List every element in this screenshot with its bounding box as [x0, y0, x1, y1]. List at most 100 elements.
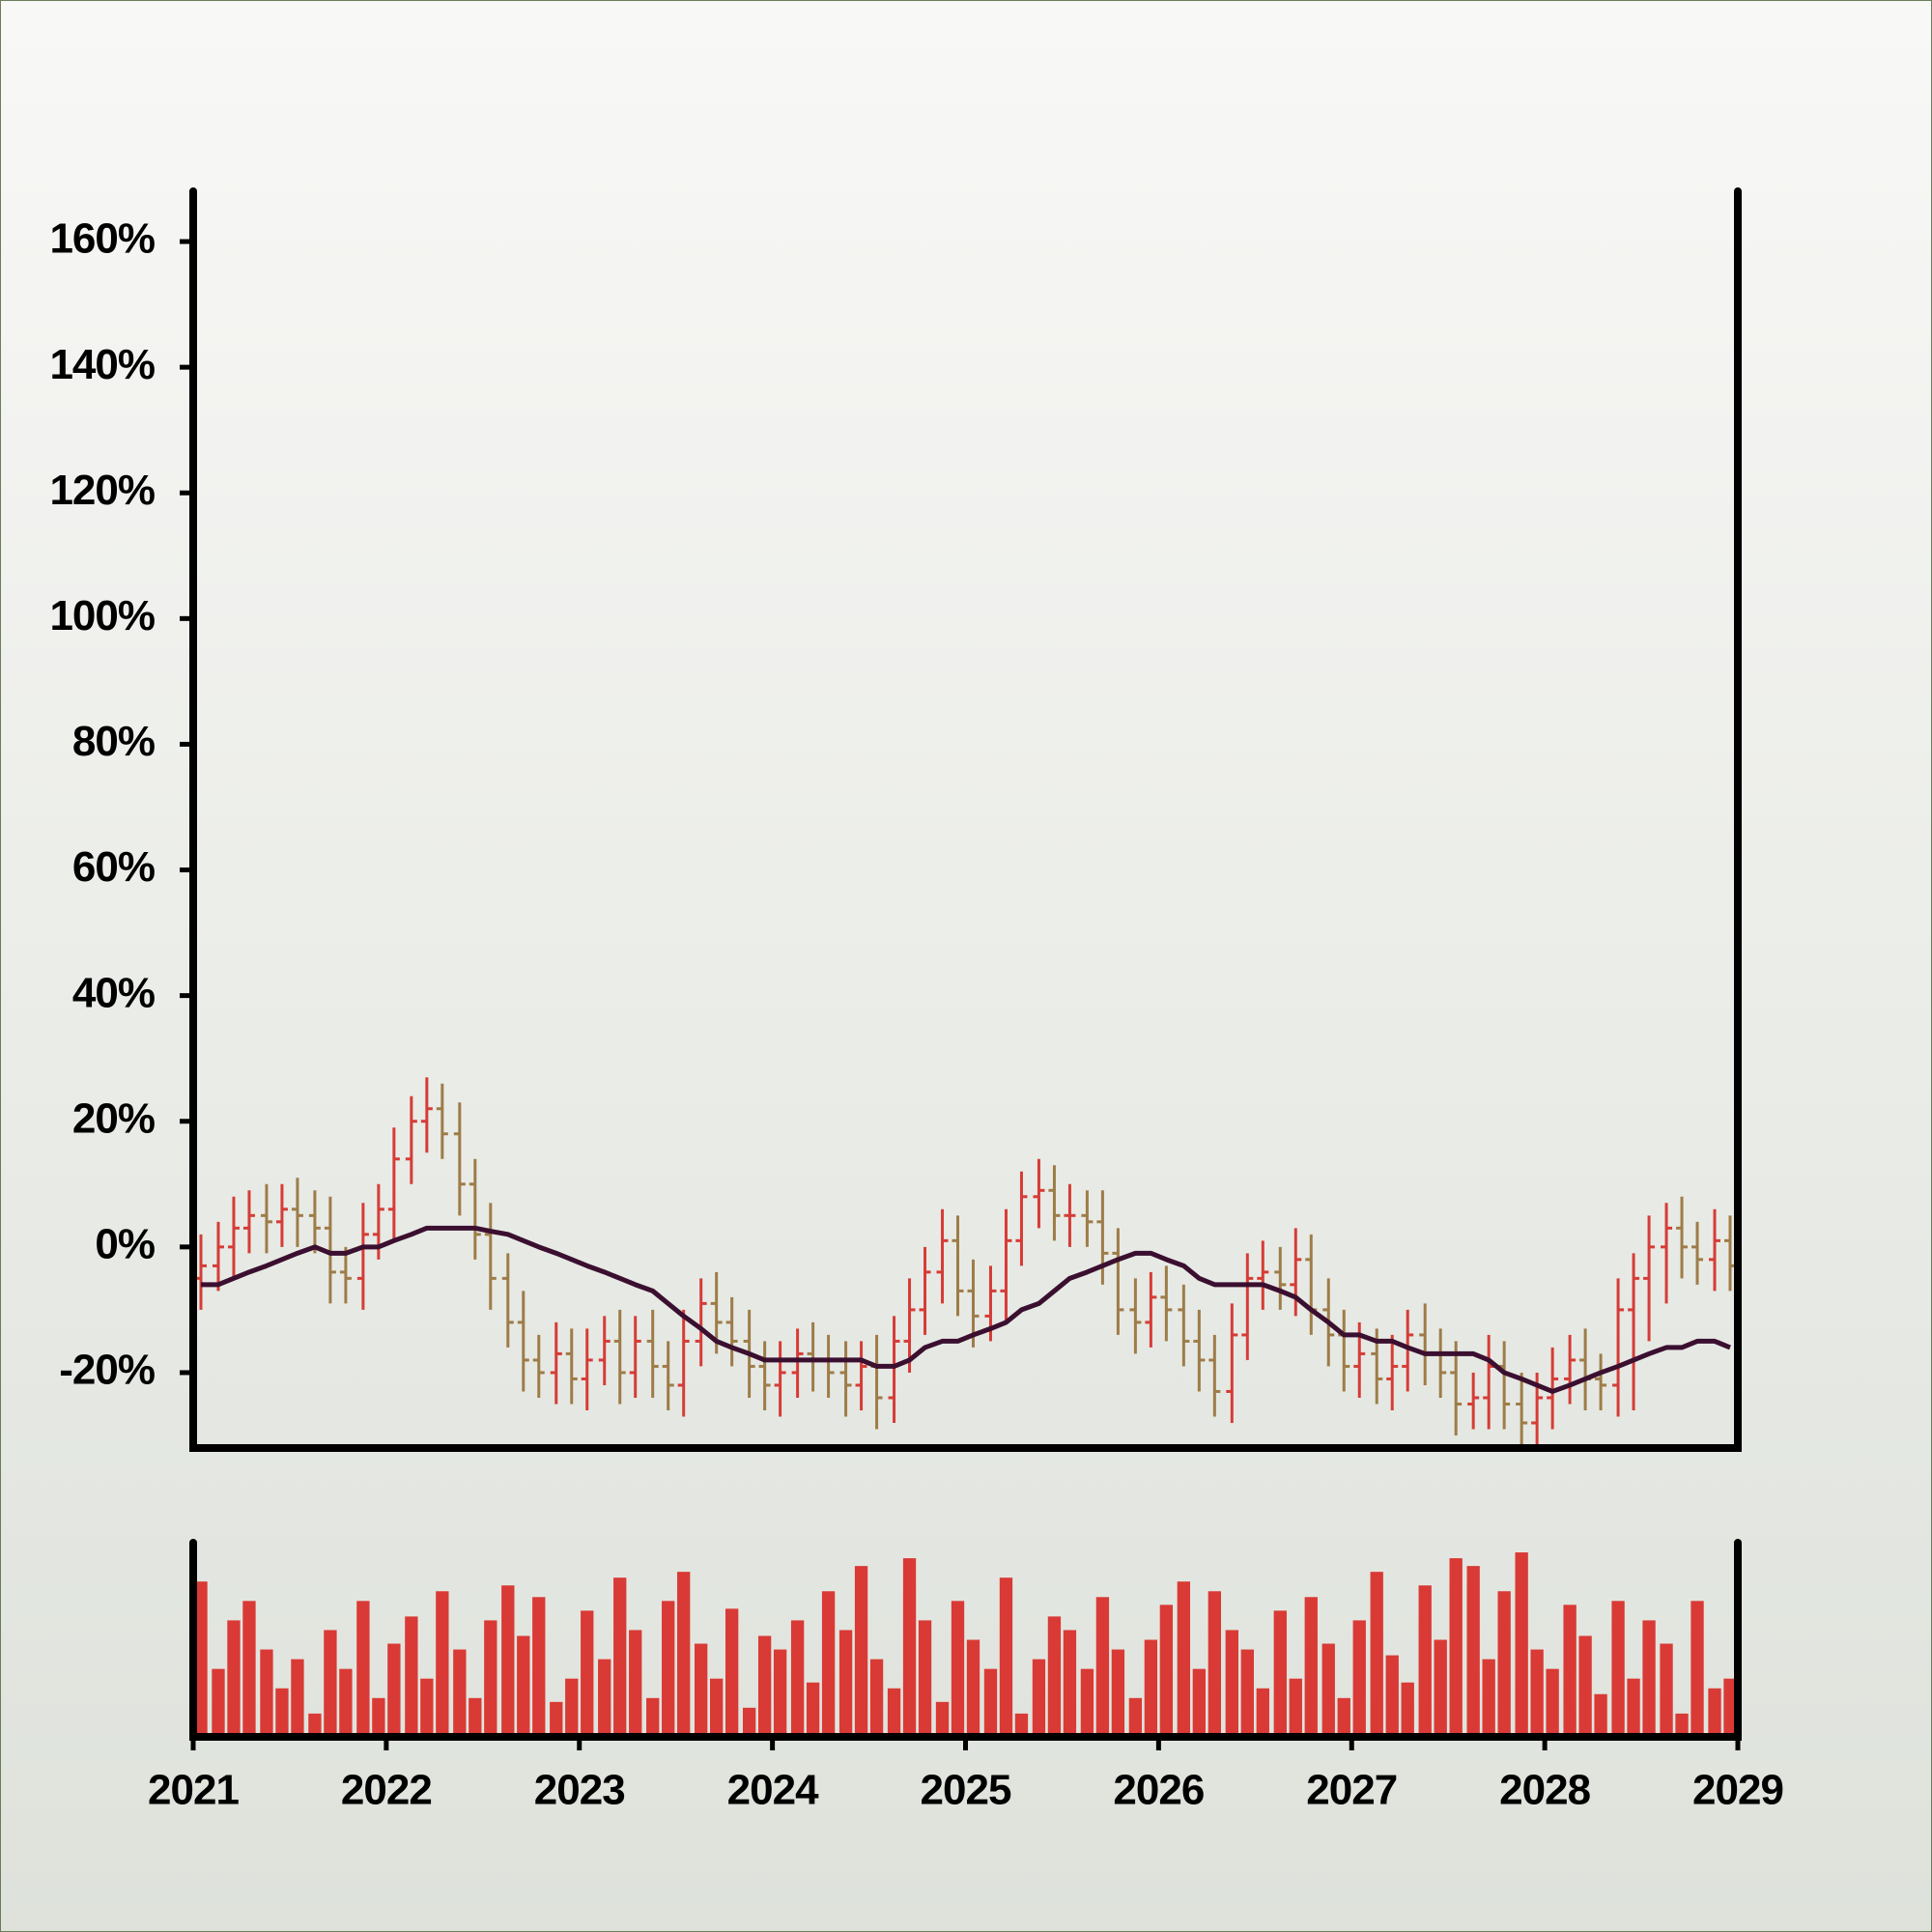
price-plot: [194, 1077, 1737, 1448]
volume-bar: [1466, 1566, 1480, 1737]
x-tick-label: 2023: [534, 1767, 625, 1814]
volume-bar: [983, 1668, 998, 1737]
volume-bar: [453, 1649, 467, 1737]
volume-bar: [308, 1713, 322, 1737]
volume-bar: [1660, 1643, 1673, 1737]
volume-bar: [1304, 1597, 1318, 1737]
volume-bar: [1627, 1678, 1640, 1737]
volume-bar: [1321, 1643, 1335, 1737]
volume-bar: [1434, 1639, 1447, 1737]
volume-bar: [550, 1701, 563, 1737]
volume-bar: [1128, 1697, 1143, 1737]
y-tick-label: 80%: [72, 718, 155, 765]
y-tick-label: 140%: [49, 341, 155, 388]
volume-bar: [405, 1616, 418, 1737]
y-tick-label: 0%: [95, 1220, 155, 1267]
volume-bar: [1449, 1558, 1463, 1737]
volume-bar: [935, 1701, 950, 1737]
x-tick-label: 2022: [341, 1767, 432, 1814]
x-tick-label: 2028: [1499, 1767, 1590, 1814]
volume-bar: [372, 1697, 385, 1737]
y-tick-label: 100%: [49, 592, 155, 639]
volume-bar: [724, 1608, 739, 1737]
volume-bar: [1482, 1659, 1495, 1737]
volume-bar: [1159, 1605, 1174, 1737]
volume-bar: [194, 1581, 208, 1737]
volume-bar: [242, 1601, 256, 1737]
volume-bar: [613, 1577, 627, 1737]
volume-bar: [1111, 1649, 1125, 1737]
x-tick-label: 2025: [921, 1767, 1011, 1814]
volume-bar: [1225, 1630, 1238, 1737]
volume-bar: [1563, 1605, 1577, 1737]
x-tick-label: 2026: [1113, 1767, 1204, 1814]
volume-bar: [1047, 1616, 1062, 1737]
volume-bar: [1256, 1688, 1269, 1737]
y-tick-label: 60%: [72, 843, 155, 891]
volume-plot: [194, 1552, 1737, 1737]
volume-bar: [662, 1601, 675, 1737]
volume-bar: [1594, 1693, 1607, 1737]
volume-bar: [887, 1688, 901, 1737]
volume-bar: [532, 1597, 546, 1737]
volume-bar: [629, 1630, 642, 1737]
y-tick-label: 160%: [49, 215, 155, 263]
volume-bar: [212, 1668, 225, 1737]
volume-bar: [790, 1620, 805, 1737]
volume-bar: [1014, 1713, 1029, 1737]
volume-bar: [1095, 1597, 1110, 1737]
volume-bar: [1708, 1688, 1721, 1737]
y-tick-label: 20%: [72, 1094, 155, 1142]
volume-bar: [1337, 1697, 1350, 1737]
x-tick-label: 2029: [1692, 1767, 1783, 1814]
volume-bar: [1418, 1585, 1432, 1737]
volume-bar: [999, 1577, 1013, 1737]
volume-bar: [501, 1585, 515, 1737]
y-tick-label: 40%: [72, 969, 155, 1016]
volume-bar: [484, 1620, 497, 1737]
volume-bar: [1578, 1635, 1592, 1737]
volume-bar: [1385, 1655, 1399, 1737]
x-tick-label: 2027: [1306, 1767, 1397, 1814]
volume-bar: [1723, 1678, 1737, 1737]
volume-bar: [469, 1697, 482, 1737]
volume-bar: [1690, 1601, 1704, 1737]
volume-bar: [291, 1659, 304, 1737]
volume-bar: [677, 1572, 691, 1737]
volume-bar: [951, 1601, 965, 1737]
volume-bar: [757, 1635, 772, 1737]
volume-bar: [1530, 1649, 1544, 1737]
volume-bar: [517, 1635, 530, 1737]
volume-bar: [646, 1697, 660, 1737]
volume-bar: [565, 1678, 579, 1737]
volume-bar: [1289, 1678, 1302, 1737]
volume-bar: [821, 1591, 836, 1737]
volume-bar: [1401, 1682, 1414, 1737]
x-tick-label: 2021: [148, 1767, 239, 1814]
volume-bar: [420, 1678, 434, 1737]
price-frame: [189, 187, 1742, 1452]
y-tick-label: 120%: [49, 467, 155, 514]
volume-bar: [260, 1649, 273, 1737]
volume-bar: [1080, 1668, 1094, 1737]
volume-bar: [1611, 1601, 1625, 1737]
volume-bar: [1273, 1610, 1287, 1737]
volume-bar: [598, 1659, 611, 1737]
volume-bar: [709, 1678, 724, 1737]
volume-bar: [1240, 1649, 1254, 1737]
volume-bar: [838, 1630, 853, 1737]
volume-bar: [806, 1682, 820, 1737]
volume-bar: [324, 1630, 337, 1737]
volume-bar: [1497, 1591, 1511, 1737]
volume-bar: [1177, 1581, 1191, 1737]
volume-bar: [1192, 1668, 1207, 1737]
volume-bar: [902, 1558, 917, 1737]
volume-bar: [773, 1649, 787, 1737]
volume-bar: [1515, 1552, 1528, 1737]
volume-bar: [356, 1601, 370, 1737]
volume-bar: [854, 1566, 868, 1737]
moving-average: [200, 1225, 1731, 1394]
x-tick-label: 2024: [727, 1767, 819, 1814]
volume-bar: [1032, 1659, 1046, 1737]
